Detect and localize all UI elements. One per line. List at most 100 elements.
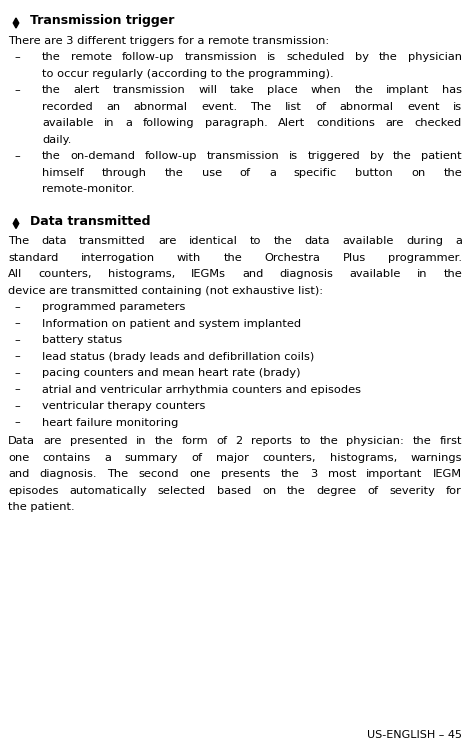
Text: important: important (366, 469, 422, 479)
Text: 3: 3 (310, 469, 317, 479)
Text: a: a (104, 453, 111, 462)
Text: physician: physician (408, 52, 462, 62)
Text: data: data (42, 236, 67, 246)
Text: by: by (355, 52, 369, 62)
Text: major: major (217, 453, 249, 462)
Text: selected: selected (158, 485, 206, 495)
Text: to occur regularly (according to the programming).: to occur regularly (according to the pro… (42, 69, 334, 79)
Text: histograms,: histograms, (108, 269, 175, 279)
Text: available: available (349, 269, 401, 279)
Text: IEGM: IEGM (433, 469, 462, 479)
Text: data: data (304, 236, 330, 246)
Text: the: the (413, 436, 431, 446)
Text: Plus: Plus (343, 253, 366, 263)
Text: reports: reports (251, 436, 292, 446)
Text: –: – (14, 384, 20, 394)
Text: to: to (250, 236, 261, 246)
Text: the: the (42, 52, 61, 62)
Text: on: on (411, 168, 425, 177)
Text: paragraph.: paragraph. (205, 118, 268, 128)
Text: severity: severity (389, 485, 435, 495)
Text: the patient.: the patient. (8, 502, 75, 512)
Text: The: The (251, 102, 271, 111)
Text: recorded: recorded (42, 102, 93, 111)
Text: available: available (342, 236, 394, 246)
Text: by: by (370, 151, 384, 161)
Text: an: an (106, 102, 120, 111)
Text: a: a (269, 168, 276, 177)
Text: of: of (315, 102, 326, 111)
Text: remote-monitor.: remote-monitor. (42, 184, 135, 194)
Text: The: The (8, 236, 29, 246)
Text: himself: himself (42, 168, 84, 177)
Text: the: the (320, 436, 338, 446)
Text: summary: summary (125, 453, 178, 462)
Text: is: is (453, 102, 462, 111)
Text: Orchestra: Orchestra (264, 253, 320, 263)
Text: with: with (177, 253, 201, 263)
Text: counters,: counters, (263, 453, 316, 462)
Text: first: first (439, 436, 462, 446)
Text: episodes: episodes (8, 485, 59, 495)
Text: in: in (135, 436, 146, 446)
Text: is: is (289, 151, 298, 161)
Text: US-ENGLISH – 45: US-ENGLISH – 45 (367, 730, 462, 740)
Text: implant: implant (386, 85, 429, 95)
Text: button: button (355, 168, 393, 177)
Text: triggered: triggered (307, 151, 360, 161)
Text: specific: specific (294, 168, 337, 177)
Text: counters,: counters, (38, 269, 92, 279)
Text: –: – (14, 335, 20, 345)
Text: the: the (281, 469, 300, 479)
Text: identical: identical (189, 236, 237, 246)
Text: abnormal: abnormal (340, 102, 394, 111)
Text: follow-up: follow-up (122, 52, 175, 62)
Text: through: through (102, 168, 147, 177)
Text: in: in (104, 118, 115, 128)
Text: Information on patient and system implanted: Information on patient and system implan… (42, 319, 301, 328)
Text: daily.: daily. (42, 135, 71, 144)
Text: event: event (407, 102, 439, 111)
Text: the: the (354, 85, 373, 95)
Text: the: the (223, 253, 242, 263)
Text: diagnosis: diagnosis (279, 269, 333, 279)
Text: pacing counters and mean heart rate (brady): pacing counters and mean heart rate (bra… (42, 368, 301, 378)
Text: a: a (455, 236, 462, 246)
Text: contains: contains (43, 453, 91, 462)
Text: are: are (158, 236, 177, 246)
Text: has: has (442, 85, 462, 95)
Text: Alert: Alert (278, 118, 305, 128)
Text: the: the (287, 485, 306, 495)
Text: ventricular therapy counters: ventricular therapy counters (42, 401, 205, 411)
Text: scheduled: scheduled (287, 52, 345, 62)
Polygon shape (13, 218, 19, 228)
Text: –: – (14, 52, 20, 62)
Text: Transmission trigger: Transmission trigger (30, 14, 174, 27)
Text: list: list (285, 102, 302, 111)
Text: available: available (42, 118, 93, 128)
Text: the: the (379, 52, 398, 62)
Text: and: and (8, 469, 29, 479)
Text: will: will (198, 85, 217, 95)
Text: place: place (268, 85, 298, 95)
Text: –: – (14, 417, 20, 428)
Text: based: based (217, 485, 251, 495)
Text: a: a (125, 118, 132, 128)
Text: when: when (311, 85, 342, 95)
Text: transmitted: transmitted (79, 236, 146, 246)
Text: transmission: transmission (207, 151, 279, 161)
Text: presents: presents (221, 469, 270, 479)
Text: of: of (240, 168, 251, 177)
Text: of: of (367, 485, 379, 495)
Text: heart failure monitoring: heart failure monitoring (42, 417, 178, 428)
Text: IEGMs: IEGMs (191, 269, 226, 279)
Text: device are transmitted containing (not exhaustive list):: device are transmitted containing (not e… (8, 286, 323, 295)
Polygon shape (13, 18, 19, 28)
Text: presented: presented (70, 436, 127, 446)
Text: remote: remote (71, 52, 112, 62)
Text: conditions: conditions (316, 118, 375, 128)
Text: form: form (181, 436, 208, 446)
Text: in: in (417, 269, 427, 279)
Text: the: the (165, 168, 184, 177)
Text: are: are (386, 118, 404, 128)
